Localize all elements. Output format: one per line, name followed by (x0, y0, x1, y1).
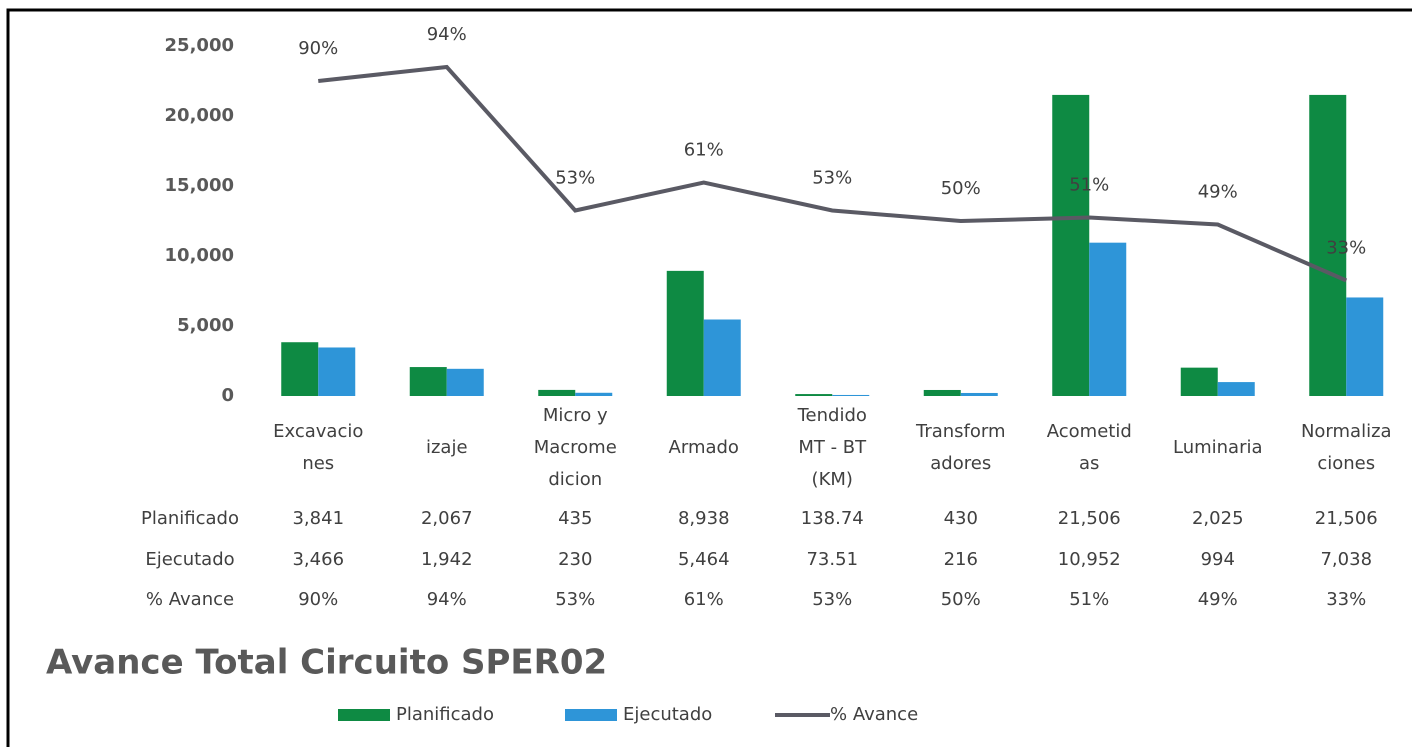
table-cell: 21,506 (1058, 508, 1121, 529)
table-cell: 5,464 (678, 549, 730, 570)
x-tick-label: Acometid (1047, 421, 1132, 442)
table-cell: 10,952 (1058, 549, 1121, 570)
data-label: 90% (298, 38, 338, 59)
table-cell: 230 (558, 549, 592, 570)
x-tick-label: izaje (426, 437, 468, 458)
data-label: 50% (941, 178, 981, 199)
table-cell: 2,067 (421, 508, 473, 529)
data-label: 53% (812, 168, 852, 189)
table-cell: 73.51 (806, 549, 858, 570)
bar (1089, 242, 1127, 396)
table-cell: 53% (555, 589, 595, 610)
bar (1217, 382, 1255, 396)
x-tick-label: Micro y (543, 405, 608, 426)
x-tick-label: Macrome (534, 437, 617, 458)
table-cell: 7,038 (1320, 549, 1372, 570)
table-cell: 61% (684, 589, 724, 610)
table-cell: 435 (558, 508, 592, 529)
y-tick-label: 5,000 (177, 315, 234, 336)
table-row-label: Planificado (141, 508, 239, 529)
x-tick-label: Tendido (797, 405, 867, 426)
legend-swatch (338, 709, 390, 721)
table-cell: 53% (812, 589, 852, 610)
bar (538, 389, 576, 396)
table-cell: 3,841 (292, 508, 344, 529)
table-cell: 50% (941, 589, 981, 610)
bar (409, 367, 447, 396)
chart-title: Avance Total Circuito SPER02 (46, 643, 607, 683)
bar (1309, 94, 1347, 396)
bar (795, 394, 833, 396)
frame (6, 8, 1412, 747)
bar (281, 342, 319, 396)
bar (575, 392, 613, 396)
data-label: 94% (427, 24, 467, 45)
bar (832, 394, 870, 396)
x-tick-label: nes (302, 453, 334, 474)
bar (446, 368, 484, 396)
bar (923, 389, 961, 396)
table-cell: 2,025 (1192, 508, 1244, 529)
data-label: 33% (1326, 238, 1366, 259)
table-cell: 94% (427, 589, 467, 610)
x-tick-label: dicion (548, 469, 602, 490)
x-tick-label: as (1079, 453, 1099, 474)
table-cell: 138.74 (801, 508, 864, 529)
table-cell: 1,942 (421, 549, 473, 570)
bar (1346, 297, 1384, 396)
bar (1180, 367, 1218, 396)
table-row-label: % Avance (146, 589, 234, 610)
x-tick-label: Luminaria (1173, 437, 1263, 458)
x-tick-label: MT - BT (798, 437, 867, 458)
y-tick-label: 25,000 (165, 35, 234, 56)
table-cell: 49% (1198, 589, 1238, 610)
x-tick-label: adores (930, 453, 991, 474)
legend-label: % Avance (830, 704, 918, 725)
table-cell: 430 (944, 508, 978, 529)
y-tick-label: 10,000 (165, 245, 234, 266)
y-tick-label: 15,000 (165, 175, 234, 196)
bar (666, 270, 704, 396)
table-cell: 216 (944, 549, 978, 570)
legend-label: Planificado (396, 704, 494, 725)
table-cell: 90% (298, 589, 338, 610)
x-tick-label: ciones (1317, 453, 1375, 474)
table-cell: 51% (1069, 589, 1109, 610)
table-cell: 8,938 (678, 508, 730, 529)
table-cell: 3,466 (292, 549, 344, 570)
x-tick-label: Transform (915, 421, 1006, 442)
data-label: 51% (1069, 175, 1109, 196)
x-tick-label: Normaliza (1301, 421, 1392, 442)
bar (1052, 94, 1090, 396)
line (318, 64, 1348, 283)
x-tick-label: Excavacio (273, 421, 363, 442)
data-label: 53% (555, 168, 595, 189)
bar (703, 319, 741, 396)
y-tick-label: 0 (221, 385, 234, 406)
bar (318, 347, 356, 396)
legend-label: Ejecutado (623, 704, 712, 725)
table-cell: 33% (1326, 589, 1366, 610)
x-tick-label: Armado (669, 437, 739, 458)
table-cell: 21,506 (1315, 508, 1378, 529)
legend-swatch (565, 709, 617, 721)
x-tick-label: (KM) (812, 469, 853, 490)
bar (960, 392, 998, 396)
table-cell: 994 (1201, 549, 1235, 570)
y-tick-label: 20,000 (165, 105, 234, 126)
data-label: 49% (1198, 182, 1238, 203)
table-row-label: Ejecutado (145, 549, 234, 570)
data-label: 61% (684, 140, 724, 161)
